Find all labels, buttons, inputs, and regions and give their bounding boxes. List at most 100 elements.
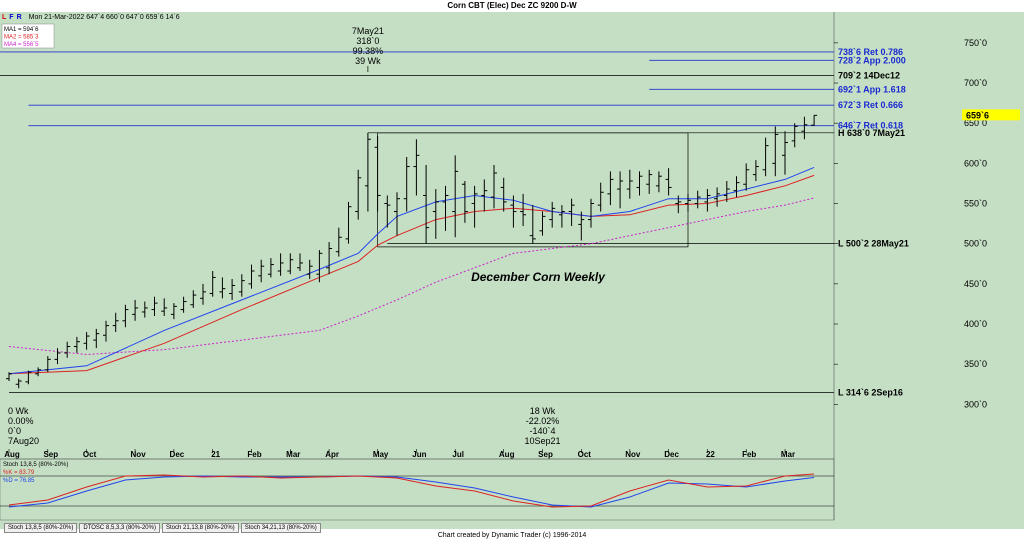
stoch-d-label: %D = 76.85 (3, 478, 35, 484)
x-month-label: Nov (625, 450, 641, 459)
y-tick-label: 400`0 (964, 319, 987, 329)
price-bar (374, 136, 381, 212)
y-tick-label: 350`0 (964, 359, 987, 369)
level-label: 672`3 Ret 0.666 (838, 100, 903, 110)
last-price-label: 659`6 (966, 110, 989, 120)
legend-box (1, 23, 55, 49)
price-bar (491, 164, 497, 209)
price-bar (597, 182, 604, 212)
price-bar (54, 348, 61, 365)
toolbar-f-button[interactable]: F (9, 14, 14, 21)
price-bar (714, 187, 721, 207)
annotation-text: 10Sep21 (524, 436, 560, 446)
price-bar (161, 298, 168, 316)
price-bar (25, 370, 32, 385)
price-bar (316, 250, 323, 283)
tab-stoch-13[interactable]: Stoch 13,8,5 (80%-20%) (4, 523, 78, 533)
price-bar (442, 185, 449, 231)
price-bar (267, 258, 274, 278)
last-price-box (962, 109, 1020, 121)
price-bar (35, 367, 42, 377)
price-bar (772, 126, 779, 177)
price-bar (73, 336, 80, 353)
x-month-label: Dec (170, 450, 185, 459)
x-month-label: 21 (211, 450, 220, 459)
price-bar (345, 201, 352, 244)
annotation-text: -140`4 (529, 426, 555, 436)
price-bar (723, 181, 730, 202)
y-tick-label: 450`0 (964, 279, 987, 289)
price-bar (403, 156, 410, 212)
annotation-text: 318`0 (356, 36, 379, 46)
price-bars-layer (6, 114, 818, 389)
price-bar (238, 274, 245, 297)
annotation-text: 99.38% (353, 46, 384, 56)
price-bar (782, 131, 788, 175)
x-month-label: Aug (4, 450, 20, 459)
price-bar (190, 290, 197, 308)
ma4-line (8, 197, 815, 356)
stoch-k-label: %K = 83.79 (3, 470, 35, 476)
price-bar (364, 132, 371, 212)
annotation-text: 7Aug20 (8, 436, 39, 446)
annotation-text: 7May21 (352, 26, 384, 36)
x-month-label: Apr (325, 450, 339, 459)
price-bar (180, 296, 187, 313)
price-bar (558, 205, 565, 228)
price-bar (607, 171, 614, 206)
price-bar (617, 171, 624, 209)
x-axis: Aug Sep Oct Nov Dec 21 Feb Mar Apr May Jun Jul Aug Se… (4, 449, 795, 459)
chart-main-title: December Corn Weekly (471, 270, 606, 284)
level-label: 646`7 Ret 0.618 (838, 121, 903, 131)
price-bar (15, 378, 22, 389)
price-bar (394, 192, 400, 236)
x-month-label: Sep (538, 450, 553, 459)
toolbar-r-button[interactable]: R (16, 14, 22, 21)
price-bar (200, 283, 206, 305)
x-month-label: Sep (43, 450, 58, 459)
x-month-label: Feb (742, 450, 756, 459)
y-tick-label: 650`0 (964, 118, 987, 128)
chart-window-title: Corn CBT (Elec) Dec ZC 9200 D-W (447, 1, 577, 10)
annotation-text: 0.00% (8, 416, 34, 426)
tab-dtosc[interactable]: DTOSC 8,5,3,3 (80%-20%) (79, 523, 160, 533)
x-month-label: Oct (578, 450, 592, 459)
price-bar (355, 169, 362, 220)
price-bar (6, 372, 12, 382)
x-month-label: Nov (131, 450, 147, 459)
tab-stoch-21[interactable]: Stoch 21,13,8 (80%-20%) (161, 523, 239, 533)
level-label: 709`2 14Dec12 (838, 71, 900, 81)
price-bar (326, 242, 333, 275)
price-bar (229, 279, 236, 300)
x-month-label: Mar (781, 450, 795, 459)
price-bar (665, 168, 672, 196)
price-bar (461, 181, 468, 223)
price-bar (413, 139, 420, 196)
level-label: 692`1 App 1.618 (838, 84, 906, 94)
x-month-label: Aug (499, 450, 515, 459)
price-bar (64, 341, 71, 358)
price-bar (500, 177, 507, 212)
stoch-k-line (8, 473, 815, 508)
price-bar (733, 176, 740, 198)
price-bar (694, 190, 701, 209)
legend-entry: MA4 = 556`5 (4, 42, 39, 48)
tab-stoch-34[interactable]: Stoch 34,21,13 (80%-20%) (240, 523, 321, 533)
price-bar (752, 160, 759, 182)
price-bar (481, 179, 488, 212)
price-bar (791, 123, 798, 148)
price-bar (83, 332, 90, 350)
price-bar (704, 189, 711, 212)
price-bar (568, 198, 575, 227)
price-bar (209, 270, 216, 297)
main-panel-bg (0, 12, 1024, 529)
stoch-label: Stoch 13,8,5 (80%-20%) (3, 462, 68, 468)
y-tick-label: 550`0 (964, 199, 987, 209)
x-month-label: May (373, 450, 389, 459)
toolbar-l-button[interactable]: L (2, 14, 7, 21)
